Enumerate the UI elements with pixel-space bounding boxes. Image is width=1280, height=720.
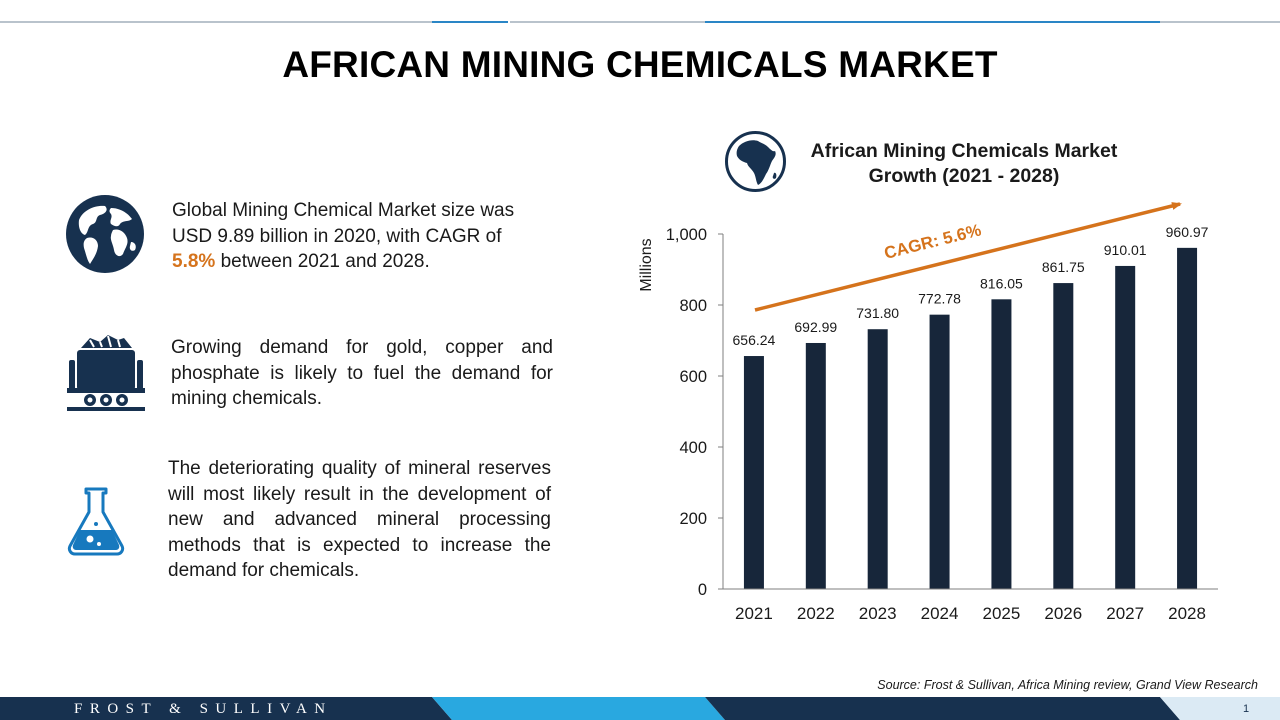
data-label-2024: 772.78 [918,291,961,307]
y-tick-label: 600 [679,368,707,386]
footer-bar [0,697,1280,720]
y-tick-label: 400 [679,439,707,457]
source-note: Source: Frost & Sullivan, Africa Mining … [877,678,1258,692]
bar-chart: 0 200 400 600 800 1,000 656.24 2021 692.99 2022 7… [638,202,1218,623]
bar-2027 [1115,265,1136,589]
x-tick-label-2027: 2027 [1106,604,1144,623]
brand-logo-text: FROST & SULLIVAN [74,701,333,717]
chart-title: African Mining Chemicals Market Growth (… [810,140,1118,187]
data-label-2026: 861.75 [1042,259,1085,275]
cagr-highlight: 5.8% [172,251,216,272]
y-tick-label: 200 [679,510,707,528]
insight-2-text: Growing demand for gold, copper and phos… [171,337,553,409]
page-number: 1 [1243,703,1250,715]
x-tick-label-2028: 2028 [1168,604,1206,623]
africa-globe-icon [724,130,787,198]
x-tick-label-2022: 2022 [797,604,835,623]
x-tick-label-2023: 2023 [859,604,897,623]
insight-1-text: Global Mining Chemical Market size was U… [172,200,515,272]
x-tick-label-2021: 2021 [735,604,773,623]
bar-2028 [1177,247,1198,589]
y-tick-label: 0 [698,581,707,599]
page-title: AFRICAN MINING CHEMICALS MARKET [282,44,998,85]
bar-2022 [805,342,826,589]
data-label-2023: 731.80 [856,305,899,321]
bar-2025 [991,299,1012,589]
insight-3-text: The deteriorating quality of mineral res… [168,458,551,581]
x-tick-label-2025: 2025 [983,604,1021,623]
bar-2023 [867,329,888,589]
bar-2026 [1053,283,1074,589]
top-line-gray [0,21,432,23]
data-label-2028: 960.97 [1166,224,1209,240]
y-axis-title: Millions [638,238,655,291]
data-label-2021: 656.24 [733,332,776,348]
y-tick-label: 1,000 [666,226,707,244]
data-label-2022: 692.99 [794,319,837,335]
y-tick-label: 800 [679,297,707,315]
flask-icon [66,486,126,561]
bar-2021 [743,356,764,589]
top-line-blue-2 [705,21,1160,23]
top-line-blue [432,21,508,23]
x-tick-label-2024: 2024 [921,604,959,623]
data-label-2025: 816.05 [980,275,1023,291]
globe-icon [65,194,145,279]
data-label-2027: 910.01 [1104,242,1147,258]
bar-2024 [929,314,950,589]
x-tick-label-2026: 2026 [1044,604,1082,623]
cagr-trend-arrow [754,202,1182,312]
mine-cart-icon [64,330,148,419]
top-line-gray-2 [510,21,705,23]
top-line-gray-3 [1160,21,1280,23]
